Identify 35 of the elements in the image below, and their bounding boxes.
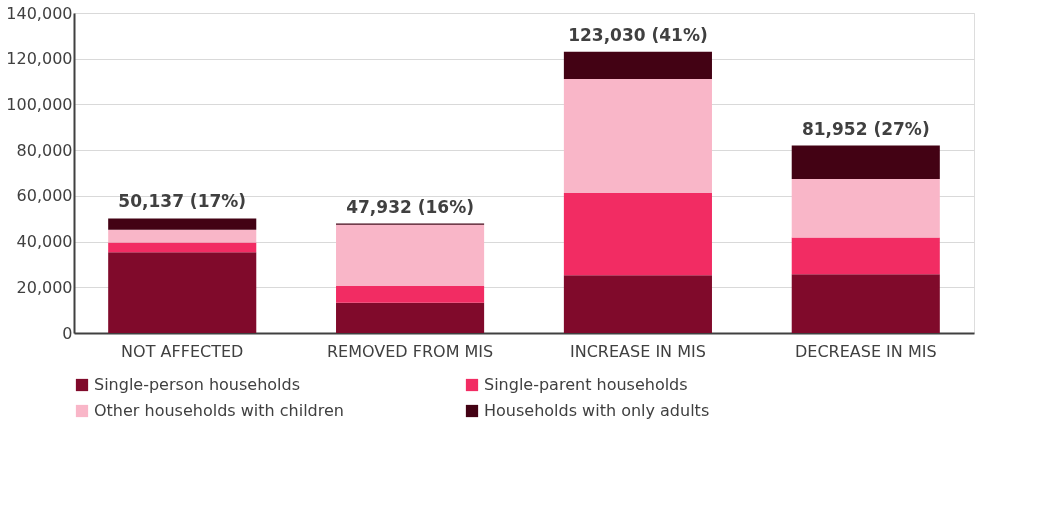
total-label: 47,932 (16%) [346, 196, 474, 217]
y-tick-label: 80,000 [16, 140, 73, 160]
y-tick-label: 0 [62, 323, 73, 343]
bar [563, 275, 712, 333]
bar [108, 218, 257, 230]
bar [791, 145, 940, 179]
bar [563, 193, 712, 276]
legend-label: Single-parent households [484, 375, 688, 394]
y-tick-label: 60,000 [16, 186, 73, 206]
x-tick-label: INCREASE IN MIS [570, 341, 706, 361]
total-label: 81,952 (27%) [801, 118, 930, 139]
legend-label: Households with only adults [484, 401, 710, 420]
bar [336, 224, 485, 286]
bar [563, 79, 712, 194]
bar [563, 51, 712, 80]
x-tick-label: DECREASE IN MIS [794, 341, 937, 361]
bar [336, 285, 485, 303]
x-tick-label: REMOVED FROM MIS [326, 341, 494, 361]
bar [791, 237, 940, 275]
x-tick-label: NOT AFFECTED [121, 341, 244, 361]
bar [108, 252, 257, 333]
y-tick-label: 140,000 [6, 3, 73, 23]
bar [791, 178, 940, 238]
bar [108, 242, 257, 253]
total-label: 50,137 (17%) [118, 191, 247, 212]
y-tick-label: 40,000 [16, 232, 73, 252]
y-tick-label: 120,000 [6, 49, 73, 69]
bar [791, 274, 940, 333]
legend-label: Other households with children [94, 401, 344, 420]
bar [336, 302, 485, 333]
total-label: 123,030 (41%) [568, 24, 708, 45]
y-tick-label: 100,000 [6, 94, 73, 114]
bar [108, 229, 257, 243]
legend-label: Single-person households [94, 375, 301, 394]
y-tick-label: 20,000 [16, 277, 73, 297]
